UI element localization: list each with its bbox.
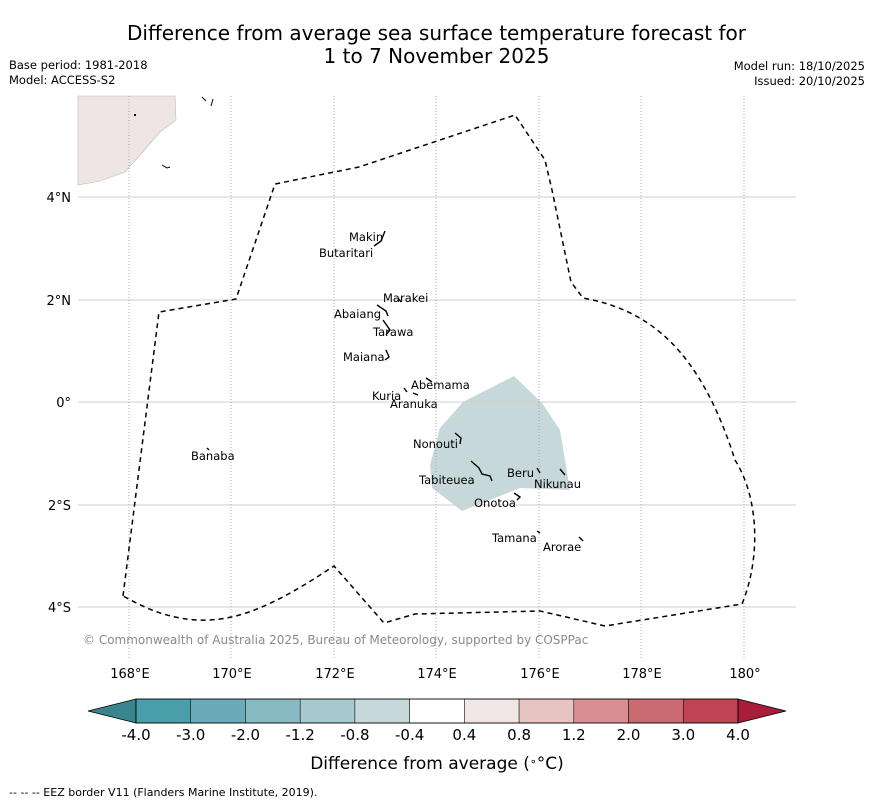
island-label: Arorae: [543, 540, 581, 554]
issued-date: Issued: 20/10/2025: [754, 74, 865, 88]
atoll-outlines: [206, 230, 584, 542]
latitude-labels: 4°N 2°N 0° 2°S 4°S: [47, 191, 72, 616]
lon-label: 178°E: [622, 667, 662, 682]
meta-left: Base period: 1981-2018 Model: ACCESS-S2: [9, 58, 148, 88]
eez-legend-footer: -- -- -- EEZ border V11 (Flanders Marine…: [9, 786, 318, 799]
colorbar-tick-label: 0.4: [452, 726, 476, 744]
colorbar-ticks: -4.0 -3.0 -2.0 -1.2 -0.8 -0.4 0.4 0.8 1.2 2.0 3.0 4…: [121, 726, 750, 744]
map-title: Difference from average sea surface temp…: [0, 22, 873, 68]
lat-label: 2°N: [47, 294, 72, 309]
lat-label: 4°N: [47, 191, 72, 206]
longitude-labels: 168°E 170°E 172°E 174°E 176°E 178°E 180°: [110, 667, 760, 682]
colorbar-cell: [683, 698, 739, 724]
colorbar-cell: [409, 698, 465, 724]
eez-border: [122, 114, 756, 627]
colorbar-tick-label: 3.0: [671, 726, 695, 744]
colorbar-cell: [135, 698, 191, 724]
colorbar-cell: [354, 698, 410, 724]
lon-label: 170°E: [212, 667, 252, 682]
colorbar-extend-low: [87, 698, 137, 724]
colorbar-tick-label: -1.2: [286, 726, 315, 744]
land-mass: [77, 95, 177, 186]
island-label: Abemama: [411, 378, 470, 392]
island-label: Tabiteuea: [418, 473, 475, 487]
lon-label: 168°E: [110, 667, 150, 682]
longitude-gridlines: [128, 96, 745, 658]
colorbar-cell: [299, 698, 356, 724]
title-line-1: Difference from average sea surface temp…: [126, 21, 746, 45]
colorbar-title: Difference from average (∘°C): [310, 754, 564, 774]
island-label: Tarawa: [372, 325, 413, 339]
colorbar-cell: [190, 698, 246, 724]
island-label: Aranuka: [390, 397, 438, 411]
island-label: Tamana: [491, 531, 537, 545]
colorbar-tick-label: -0.8: [340, 726, 369, 744]
anomaly-region: [430, 376, 570, 511]
model-name: Model: ACCESS-S2: [9, 73, 116, 87]
colorbar-cell: [573, 698, 629, 724]
island-label: Maiana: [343, 350, 385, 364]
colorbar-tick-label: 4.0: [726, 726, 750, 744]
island-label: Kuria: [372, 389, 401, 403]
model-run: Model run: 18/10/2025: [733, 59, 865, 73]
colorbar-tick-label: 0.8: [507, 726, 531, 744]
colorbar-cell: [628, 698, 684, 724]
colorbar-frame: [135, 698, 739, 724]
colorbar-cell: [464, 698, 520, 724]
island-labels: Makin Butaritari Marakei Abaiang Tarawa …: [191, 230, 581, 554]
colorbar-tick-label: -0.4: [395, 726, 424, 744]
lon-label: 172°E: [315, 667, 355, 682]
colorbar: [87, 698, 787, 724]
island-label: Butaritari: [319, 246, 373, 260]
island-label: Nikunau: [534, 477, 581, 491]
island-label: Makin: [349, 230, 383, 244]
island-label: Beru: [507, 466, 534, 480]
colorbar-cell: [245, 698, 301, 724]
colorbar-cell: [518, 698, 575, 724]
island-label: Marakei: [383, 291, 428, 305]
islet: [161, 164, 171, 169]
colorbar-tick-label: -4.0: [121, 726, 150, 744]
colorbar-extend-high: [737, 698, 787, 724]
meta-right: Model run: 18/10/2025 Issued: 20/10/2025: [734, 59, 865, 89]
lon-label: 180°: [729, 667, 760, 682]
colorbar-tick-label: -2.0: [231, 726, 260, 744]
islet: [201, 96, 207, 102]
islet: [210, 98, 214, 107]
island-label: Abaiang: [334, 307, 381, 321]
title-line-2: 1 to 7 November 2025: [323, 44, 550, 68]
colorbar-tick-label: 2.0: [617, 726, 641, 744]
island-label: Nonouti: [413, 437, 458, 451]
island-label: Banaba: [191, 449, 235, 463]
lon-label: 174°E: [417, 667, 457, 682]
copyright-text: © Commonwealth of Australia 2025, Bureau…: [83, 633, 588, 647]
lat-label: 0°: [56, 396, 71, 411]
islet: [134, 114, 136, 116]
lat-label: 4°S: [48, 601, 71, 616]
colorbar-tick-label: -3.0: [176, 726, 205, 744]
base-period: Base period: 1981-2018: [9, 58, 148, 72]
lon-label: 176°E: [520, 667, 560, 682]
island-label: Onotoa: [474, 496, 516, 510]
latitude-gridlines: [78, 196, 796, 608]
lat-label: 2°S: [48, 499, 71, 514]
colorbar-tick-label: 1.2: [562, 726, 586, 744]
